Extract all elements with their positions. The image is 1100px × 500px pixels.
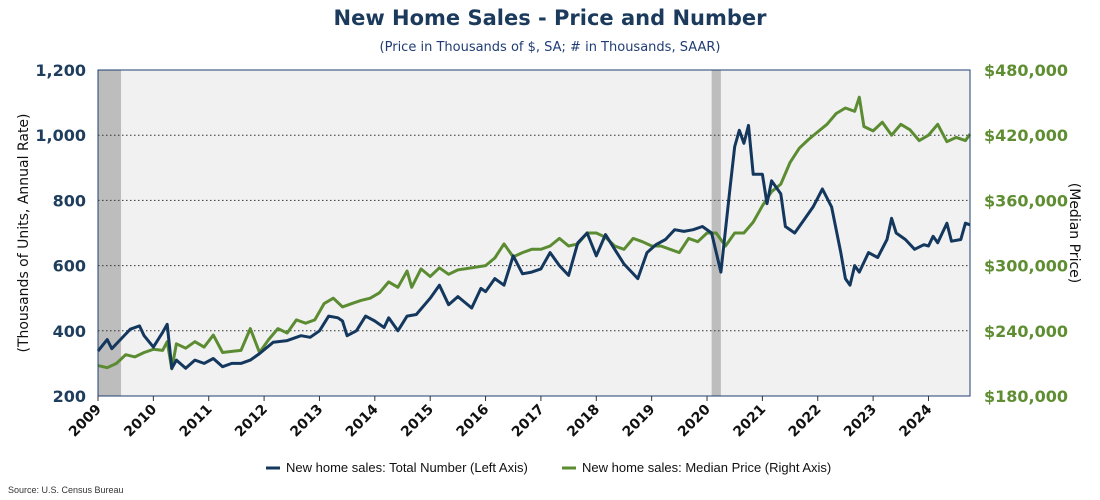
x-tick-label: 2017 <box>509 402 548 441</box>
right-tick-label: $180,000 <box>984 387 1068 406</box>
x-tick-label: 2012 <box>232 402 271 441</box>
x-axis-ticks: 2009 2010 2011 2012 2013 2014 2015 2016 2017 2018… <box>66 396 935 441</box>
x-tick-label: 2014 <box>343 401 382 440</box>
left-tick-label: 1,000 <box>35 126 86 145</box>
x-tick-label: 2010 <box>121 401 160 440</box>
left-tick-label: 400 <box>53 322 86 341</box>
x-tick-label: 2009 <box>66 402 105 441</box>
left-tick-label: 600 <box>53 257 86 276</box>
right-tick-label: $360,000 <box>984 191 1068 210</box>
right-axis-label: (Median Price) <box>1066 183 1082 283</box>
right-tick-label: $480,000 <box>984 61 1068 80</box>
right-tick-label: $240,000 <box>984 322 1068 341</box>
x-tick-label: 2022 <box>786 402 825 441</box>
plot-area <box>98 70 970 396</box>
chart-title: New Home Sales - Price and Number <box>333 6 767 30</box>
right-tick-label: $420,000 <box>984 126 1068 145</box>
recession-band <box>98 70 122 396</box>
series-lines <box>96 95 972 371</box>
left-axis-ticks: 200 400 600 800 1,000 1,200 <box>35 61 86 406</box>
x-tick-label: 2021 <box>730 402 769 441</box>
chart-subtitle: (Price in Thousands of $, SA; # in Thous… <box>379 40 721 55</box>
plot-border <box>97 69 971 397</box>
legend: New home sales: Total Number (Left Axis)… <box>266 460 831 475</box>
x-tick-label: 2024 <box>896 401 935 440</box>
gridlines <box>98 134 970 332</box>
x-tick-label: 2019 <box>620 402 659 441</box>
source-note: Source: U.S. Census Bureau <box>8 485 124 495</box>
series-line-price <box>97 95 972 371</box>
right-axis-ticks: $180,000 $240,000 $300,000 $360,000 $420,000… <box>984 61 1068 406</box>
left-axis-label: (Thousands of Units, Annual Rate) <box>16 113 32 352</box>
x-tick-label: 2023 <box>841 402 880 441</box>
left-tick-label: 200 <box>53 387 86 406</box>
left-tick-label: 1,200 <box>35 61 86 80</box>
right-tick-label: $300,000 <box>984 257 1068 276</box>
series-line-number <box>96 123 971 370</box>
legend-label-number: New home sales: Total Number (Left Axis) <box>286 460 528 475</box>
x-tick-label: 2020 <box>675 401 714 440</box>
x-tick-label: 2016 <box>454 402 493 441</box>
left-tick-label: 800 <box>53 191 86 210</box>
legend-label-price: New home sales: Median Price (Right Axis… <box>582 460 831 475</box>
x-tick-label: 2015 <box>398 402 437 441</box>
x-tick-label: 2011 <box>177 402 216 441</box>
x-tick-label: 2013 <box>287 402 326 441</box>
x-tick-label: 2018 <box>564 402 603 441</box>
